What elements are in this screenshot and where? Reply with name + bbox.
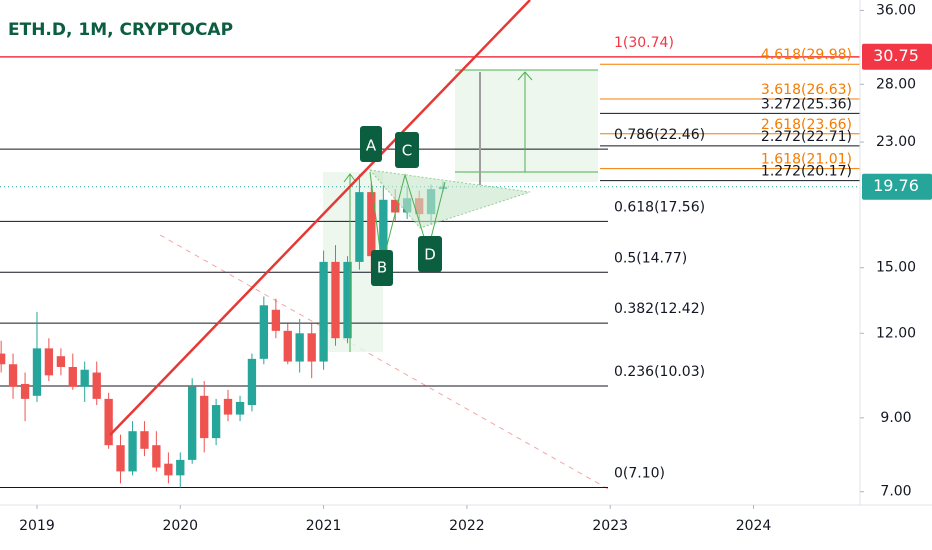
y-tick-label: 12.00 xyxy=(876,325,916,341)
candle-body xyxy=(331,261,340,339)
candle-body xyxy=(188,386,197,460)
price-label: 19.76 xyxy=(873,176,919,195)
price-label-box xyxy=(862,43,932,70)
wave-badge xyxy=(371,250,393,286)
price-label: 30.75 xyxy=(873,46,919,65)
x-tick-label: 2020 xyxy=(162,518,198,534)
triangle-pattern xyxy=(368,169,531,229)
wave-badge xyxy=(360,126,382,162)
arrow-head xyxy=(517,71,533,81)
y-tick-label: 28.00 xyxy=(876,76,916,92)
y-tick-label: 9.00 xyxy=(880,410,911,426)
fib-ext-label: 1.272(20.17) xyxy=(761,164,852,180)
candle-body xyxy=(247,358,257,406)
wave-badge xyxy=(395,132,419,168)
x-tick-label: 2019 xyxy=(19,518,55,534)
y-tick-label: 23.00 xyxy=(876,134,916,150)
candle-body xyxy=(44,348,54,376)
candle-body xyxy=(200,395,209,439)
candle-body xyxy=(56,356,66,367)
fib-ext-label: 3.618(26.63) xyxy=(761,82,852,98)
wave-label: C xyxy=(402,142,412,160)
candle-body xyxy=(391,199,400,213)
candle-body xyxy=(307,333,316,362)
x-tick-label: 2023 xyxy=(592,518,628,534)
candle-body xyxy=(80,369,89,387)
candle-body xyxy=(367,192,376,257)
candle-body xyxy=(259,305,268,359)
fib-label: 0.236(10.03) xyxy=(614,364,705,380)
abcd-path xyxy=(369,171,446,266)
y-tick-label: 15.00 xyxy=(876,260,916,276)
wave-badge xyxy=(418,236,442,272)
candle-body xyxy=(164,463,173,476)
candle-body xyxy=(92,372,101,399)
projection-box xyxy=(455,70,598,182)
trendline xyxy=(109,0,531,436)
candle-body xyxy=(128,431,137,472)
candle-body xyxy=(211,405,221,439)
fib-label: 1(30.74) xyxy=(614,35,674,51)
wave-label: B xyxy=(377,259,387,277)
fib-label: 0.786(22.46) xyxy=(614,127,705,143)
candle-body xyxy=(176,459,185,476)
candle-body xyxy=(355,192,364,262)
dashed-trendline xyxy=(159,234,611,491)
candle-body xyxy=(235,401,245,415)
marks xyxy=(0,56,860,489)
x-tick-label: 2022 xyxy=(449,518,485,534)
overlay: A B C D ETH.D, 1M, CRYPTOCAP 36.00 28.00 2… xyxy=(0,0,932,534)
candle-body xyxy=(32,348,42,396)
fib-ext-label: 4.618(29.98) xyxy=(761,47,852,63)
candle-body xyxy=(283,330,292,362)
y-tick-label: 36.00 xyxy=(876,2,916,18)
fib-ext-label: 3.272(25.36) xyxy=(761,96,852,112)
candle-body xyxy=(271,309,281,331)
candle-body xyxy=(20,383,30,399)
candle-body xyxy=(140,431,149,449)
fib-ext-label: 2.618(23.66) xyxy=(761,117,852,133)
price-label-box xyxy=(862,173,932,200)
fib-label: 0.5(14.77) xyxy=(614,250,687,266)
x-tick-label: 2021 xyxy=(306,518,342,534)
candle-body xyxy=(223,398,233,415)
candle-body xyxy=(0,353,6,365)
candle-body xyxy=(116,445,125,472)
fib-label: 0.382(12.42) xyxy=(614,301,705,317)
candle-body xyxy=(295,333,304,362)
x-tick-label: 2024 xyxy=(736,518,772,534)
candle-body xyxy=(343,261,352,339)
arrow-head xyxy=(343,173,357,183)
candle-body xyxy=(379,199,388,257)
y-tick-label: 7.00 xyxy=(880,484,911,500)
fib-label: 0.618(17.56) xyxy=(614,199,705,215)
candle-body xyxy=(104,398,113,446)
candle-body xyxy=(319,261,328,362)
candle-body xyxy=(8,364,18,387)
candle-body xyxy=(152,445,161,468)
fib-ext-label: 2.272(22.71) xyxy=(761,129,852,145)
fib-ext-label: 1.618(21.01) xyxy=(761,152,852,168)
wave-label: D xyxy=(424,246,436,264)
chart-title: ETH.D, 1M, CRYPTOCAP xyxy=(8,20,233,40)
fib-label: 0(7.10) xyxy=(614,466,665,482)
wave-label: A xyxy=(366,137,377,155)
candle-body xyxy=(68,366,77,387)
